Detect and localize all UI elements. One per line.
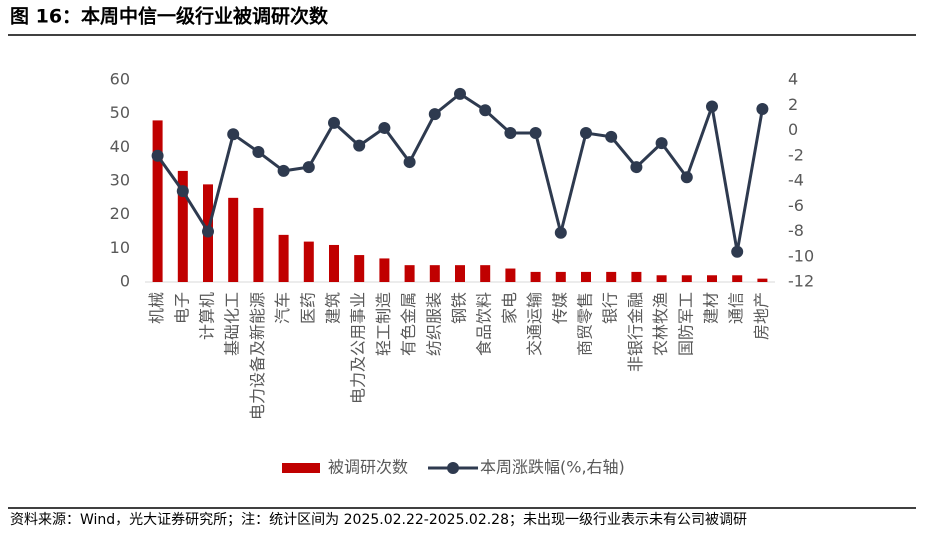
bar xyxy=(303,241,314,282)
line-point xyxy=(605,130,618,143)
x-tick-label: 建材 xyxy=(702,292,721,324)
bar xyxy=(530,271,541,282)
bar xyxy=(480,265,491,282)
y2-tick-label: -6 xyxy=(788,196,804,215)
line-point xyxy=(252,145,265,158)
line-point xyxy=(756,103,769,116)
bar xyxy=(707,275,717,282)
line-point xyxy=(554,226,567,239)
x-tick-label: 家电 xyxy=(500,292,519,324)
x-tick-label: 商贸零售 xyxy=(576,292,595,356)
x-tick-label: 非银行金融 xyxy=(626,292,645,372)
line-point xyxy=(353,139,366,152)
bar xyxy=(732,275,743,282)
x-tick-label: 建筑 xyxy=(324,292,343,324)
x-tick-label: 传媒 xyxy=(550,292,569,324)
line-point xyxy=(378,121,391,134)
source-note: 资料来源：Wind，光大证券研究所；注：统计区间为 2025.02.22-202… xyxy=(10,512,747,528)
chart-title: 图 16：本周中信一级行业被调研次数 xyxy=(10,5,329,28)
y2-tick-label: 2 xyxy=(788,95,798,114)
bar xyxy=(354,255,365,282)
x-tick-label: 交通运输 xyxy=(525,292,544,356)
line-point xyxy=(706,100,718,113)
bar xyxy=(606,271,617,282)
line-point xyxy=(630,161,643,174)
line-point xyxy=(580,127,592,140)
bar xyxy=(757,278,768,282)
line-point xyxy=(504,127,517,140)
x-tick-label: 通信 xyxy=(727,292,746,324)
legend-swatch xyxy=(282,463,320,473)
y2-tick-label: -10 xyxy=(788,246,814,265)
line-point xyxy=(428,108,441,121)
x-tick-label: 有色金属 xyxy=(399,292,418,356)
y-tick-label: 30 xyxy=(110,171,130,190)
x-tick-label: 汽车 xyxy=(273,292,292,324)
y-tick-label: 40 xyxy=(110,137,130,156)
x-tick-label: 钢铁 xyxy=(450,292,469,324)
line-point xyxy=(680,171,693,184)
bar xyxy=(429,265,440,282)
x-tick-label: 食品饮料 xyxy=(475,292,494,356)
x-tick-label: 农林牧渔 xyxy=(651,292,670,356)
x-tick-label: 基础化工 xyxy=(223,292,242,356)
y2-tick-label: -4 xyxy=(788,171,804,190)
bar xyxy=(228,197,239,282)
x-tick-label: 电子 xyxy=(172,292,191,324)
bar xyxy=(404,265,415,282)
line-point xyxy=(454,87,466,100)
line-point xyxy=(328,116,340,129)
y-tick-label: 20 xyxy=(110,204,130,223)
y-tick-label: 10 xyxy=(110,238,130,257)
x-tick-label: 国防军工 xyxy=(676,292,695,356)
line-point xyxy=(403,156,416,169)
line-point xyxy=(151,149,164,162)
line-point xyxy=(202,225,214,238)
legend-swatch xyxy=(447,462,460,474)
y2-tick-label: 4 xyxy=(788,70,798,89)
line-point xyxy=(731,245,744,258)
y-tick-label: 60 xyxy=(110,70,130,89)
bar xyxy=(379,258,390,282)
bar xyxy=(656,275,667,282)
bar xyxy=(177,170,188,282)
x-tick-label: 医药 xyxy=(298,292,317,324)
line-point xyxy=(479,104,492,117)
y2-tick-label: -2 xyxy=(788,145,804,164)
x-tick-label: 电力及公用事业 xyxy=(349,292,368,404)
line-point xyxy=(655,137,668,150)
x-tick-label: 纺织服装 xyxy=(424,292,443,356)
y-tick-label: 50 xyxy=(110,103,130,122)
bar xyxy=(152,120,163,283)
x-tick-label: 轻工制造 xyxy=(374,292,393,356)
line-point xyxy=(176,185,189,198)
bar xyxy=(329,244,339,282)
legend-label: 被调研次数 xyxy=(328,458,408,477)
line-point xyxy=(302,161,315,174)
y2-tick-label: -12 xyxy=(788,272,814,291)
line xyxy=(156,92,764,252)
x-tick-label: 计算机 xyxy=(198,292,217,340)
legend-label: 本周涨跌幅(%,右轴) xyxy=(480,458,625,477)
bar xyxy=(555,271,566,282)
x-tick-label: 机械 xyxy=(147,292,166,324)
x-tick-label: 银行 xyxy=(601,292,620,324)
bar xyxy=(631,271,642,282)
line-point xyxy=(227,128,240,141)
line-point xyxy=(529,127,542,140)
bar xyxy=(278,234,289,282)
x-tick-label: 电力设备及新能源 xyxy=(248,292,267,420)
x-tick-label: 房地产 xyxy=(752,292,771,340)
bar xyxy=(681,275,692,282)
bar xyxy=(253,207,264,282)
bar xyxy=(581,271,591,282)
y-tick-label: 0 xyxy=(120,272,130,291)
line-point xyxy=(277,164,290,177)
bar xyxy=(505,268,516,282)
bar xyxy=(455,265,465,282)
y2-tick-label: 0 xyxy=(788,120,798,139)
y2-tick-label: -8 xyxy=(788,221,804,240)
